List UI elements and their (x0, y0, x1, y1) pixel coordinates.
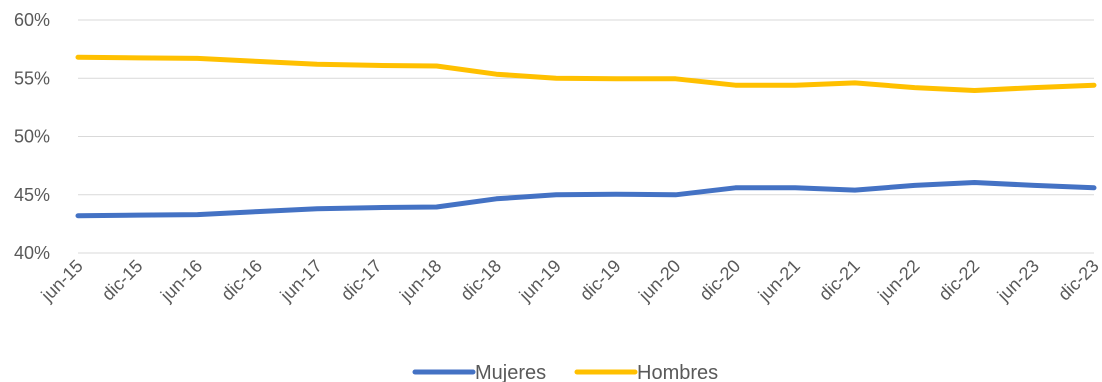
y-tick-label: 60% (14, 10, 50, 30)
x-tick-label: dic-18 (456, 256, 505, 305)
y-tick-label: 55% (14, 68, 50, 88)
series-line-hombres (75, 54, 1097, 93)
x-tick-label: dic-19 (576, 256, 625, 305)
x-tick-label: dic-15 (98, 256, 147, 305)
y-tick-label: 40% (14, 243, 50, 263)
x-tick-label: jun-22 (873, 256, 923, 306)
x-tick-label: dic-17 (337, 256, 386, 305)
x-tick-label: jun-15 (37, 256, 87, 306)
x-tick-label: dic-22 (934, 256, 983, 305)
series-line-mujeres (75, 180, 1097, 219)
x-tick-label: jun-16 (156, 256, 206, 306)
x-tick-label: dic-23 (1054, 256, 1102, 305)
x-tick-label: jun-18 (395, 256, 445, 306)
legend-label-mujeres: Mujeres (475, 362, 546, 382)
legend: Mujeres Hombres (412, 362, 718, 382)
legend-label-hombres: Hombres (637, 362, 718, 382)
y-tick-label: 45% (14, 185, 50, 205)
x-axis-ticks: jun-15 dic-15 jun-16 dic-16 jun-17 dic-17 jun-… (37, 256, 1102, 306)
series-lines (75, 54, 1097, 219)
x-tick-label: jun-19 (515, 256, 565, 306)
x-tick-label: dic-21 (815, 256, 864, 305)
y-tick-label: 50% (14, 127, 50, 147)
x-tick-label: jun-21 (754, 256, 804, 306)
gridlines (78, 19, 1094, 254)
x-tick-label: dic-20 (695, 256, 744, 305)
x-tick-label: jun-23 (993, 256, 1043, 306)
y-axis-ticks: 40% 45% 50% 55% 60% (14, 10, 50, 263)
x-tick-label: dic-16 (217, 256, 266, 305)
x-tick-label: jun-17 (276, 256, 326, 306)
x-tick-label: jun-20 (634, 256, 684, 306)
